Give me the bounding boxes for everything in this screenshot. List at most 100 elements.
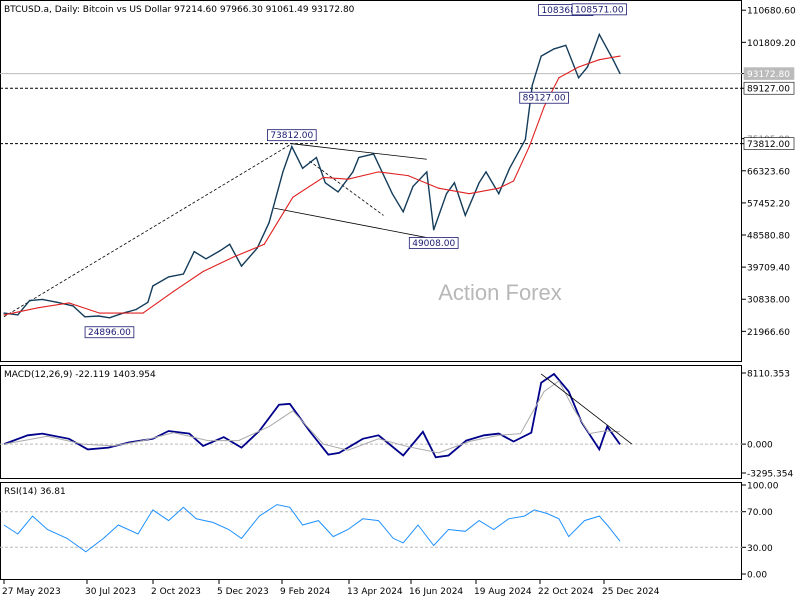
pane-frame-0 [0, 0, 742, 362]
point-price [540, 55, 542, 57]
x-tick-label: 2 Oct 2023 [151, 587, 201, 597]
x-tick-label: 16 Jun 2024 [409, 587, 463, 597]
x-tick-label: 27 May 2023 [2, 587, 61, 597]
point-price [464, 214, 466, 216]
point-price [358, 156, 360, 159]
x-tick-label: 19 Aug 2024 [474, 587, 532, 597]
point-price [108, 317, 111, 319]
y-tick-label: 73812.00 [747, 140, 790, 150]
point-price [485, 171, 487, 173]
series-rsi [3, 504, 621, 553]
point-price [412, 185, 414, 188]
trendline-0 [3, 143, 293, 318]
x-tick-label: 25 Dec 2024 [602, 587, 660, 597]
y-tick-label: 48580.80 [747, 232, 790, 242]
point-price [391, 193, 393, 195]
rsi-plot [0, 504, 742, 553]
x-tick-label: 22 Oct 2024 [538, 587, 594, 597]
point-moving-average [578, 66, 580, 68]
point-moving-average [438, 187, 440, 189]
macd-trendline-0 [540, 373, 633, 445]
point-price [135, 308, 137, 311]
y-level-label-bg [743, 137, 795, 150]
point-price [478, 182, 480, 184]
callout-box [519, 91, 569, 104]
point-price [167, 276, 170, 278]
point-moving-average [558, 77, 560, 79]
rsi-title: RSI(14) 36.81 [4, 487, 66, 497]
pane-frame-2 [0, 482, 742, 580]
point-price [240, 265, 243, 267]
point-price [3, 312, 5, 314]
point-moving-average [377, 171, 380, 173]
y-tick-label: 101809.20 [747, 39, 796, 49]
y-tick-label: 93172.80 [747, 70, 790, 80]
point-moving-average [347, 178, 349, 180]
point-moving-average [598, 59, 600, 61]
point-price [565, 44, 567, 46]
x-tick-label: 9 Feb 2024 [280, 587, 331, 597]
point-price [586, 66, 589, 68]
point-price [324, 182, 326, 184]
point-price [56, 301, 58, 303]
point-moving-average [202, 270, 204, 273]
callout-box [266, 129, 317, 142]
series-macd-main [3, 372, 621, 459]
point-price [612, 59, 614, 61]
point-price [282, 171, 284, 173]
y-tick-label: 30838.00 [747, 296, 790, 306]
point-price [402, 211, 404, 213]
point-price [433, 229, 435, 231]
y-tick-label: 70.00 [747, 508, 773, 518]
x-tick-label: 30 Jul 2023 [85, 587, 136, 597]
point-price [445, 193, 448, 195]
callout-label: 89127.00 [523, 94, 566, 104]
callout-label: 108368.00 [541, 6, 590, 16]
point-price [453, 182, 456, 184]
callout-box [408, 237, 459, 249]
pane-frame-1 [0, 365, 742, 479]
point-moving-average [37, 307, 40, 309]
point-price [426, 171, 428, 173]
point-price [531, 84, 533, 86]
point-moving-average [407, 174, 409, 177]
point-price [578, 77, 580, 79]
point-price [29, 299, 31, 302]
callout-label: 49008.00 [412, 239, 455, 249]
y-tick-label: 57452.20 [747, 199, 790, 209]
point-price [524, 138, 526, 140]
point-price [219, 250, 221, 252]
callout-label: 24896.00 [88, 328, 131, 338]
y-tick-label: 0.000 [747, 441, 773, 451]
point-price [598, 33, 600, 35]
price-title: BTCUSD.a, Daily: Bitcoin vs US Dollar 97… [4, 5, 355, 15]
point-price [315, 156, 318, 159]
point-price [205, 258, 207, 260]
point-moving-average [498, 187, 500, 189]
point-price [229, 243, 231, 245]
point-price [193, 250, 195, 253]
point-price [509, 167, 511, 169]
callout-label: 108571.00 [575, 5, 624, 15]
macd-title: MACD(12,26,9) -22.119 1403.954 [4, 370, 156, 380]
series-macd-signal [3, 380, 621, 454]
y-tick-label: 0.00 [747, 571, 767, 581]
point-moving-average [322, 176, 324, 178]
point-price [498, 193, 500, 195]
point-price [41, 298, 44, 300]
point-price [619, 72, 621, 75]
y-tick-label: 66323.60 [747, 167, 790, 177]
callout-box [571, 3, 627, 16]
point-moving-average [512, 180, 515, 182]
point-moving-average [619, 55, 621, 57]
point-price [152, 285, 154, 287]
trendline-1 [291, 143, 427, 160]
point-price [373, 153, 375, 155]
series-price [3, 32, 621, 319]
x-tick-label: 5 Dec 2023 [217, 587, 269, 597]
point-moving-average [142, 312, 144, 314]
y-tick-label: 39709.40 [747, 264, 790, 274]
